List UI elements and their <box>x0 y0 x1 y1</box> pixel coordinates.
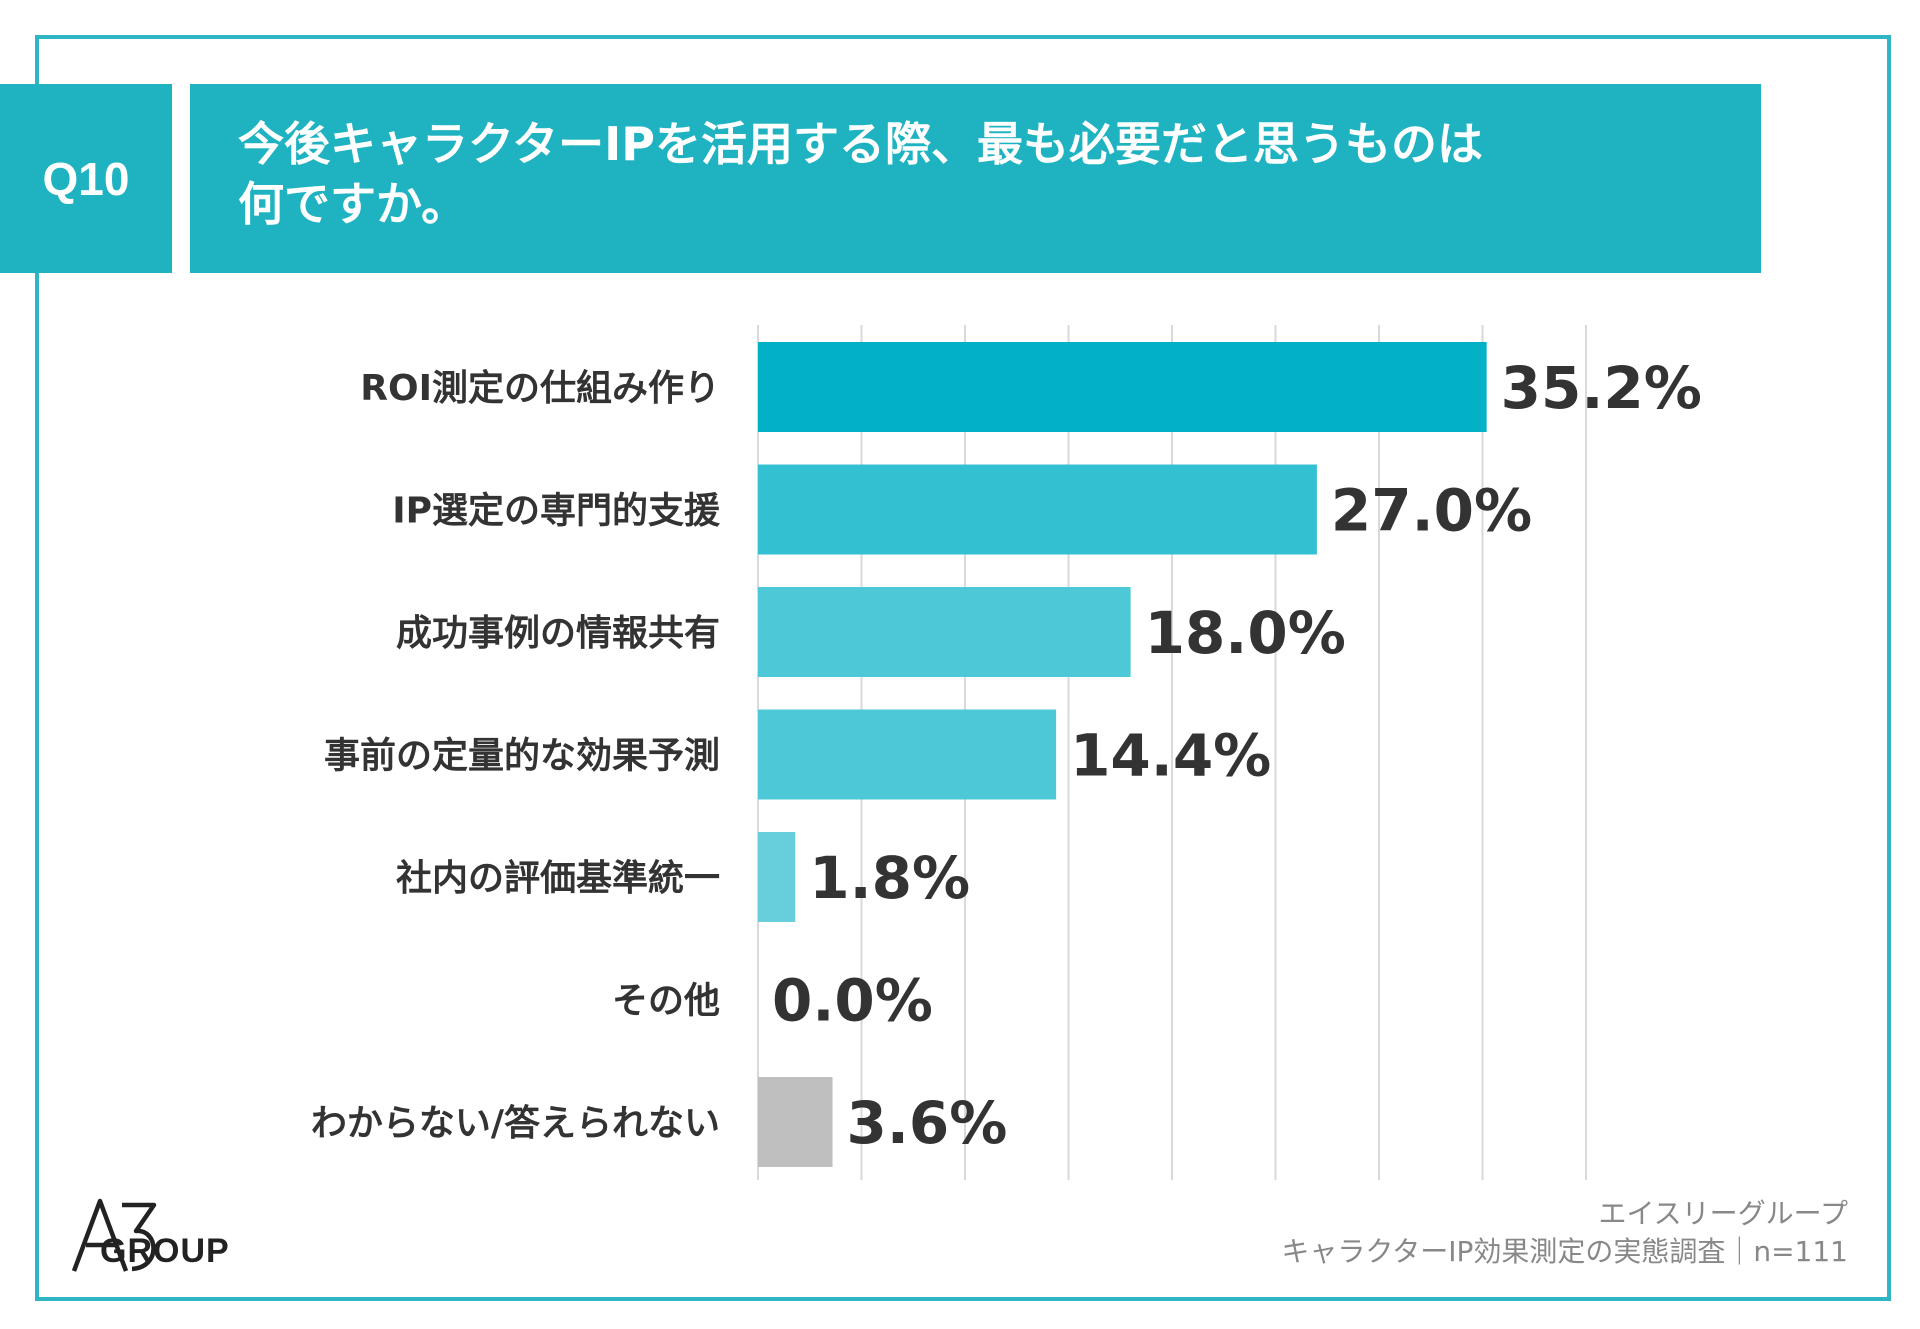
value-label: 18.0% <box>1145 599 1346 667</box>
source-survey: キャラクターIP効果測定の実態調査｜n=111 <box>1281 1235 1848 1268</box>
logo-group-text: GROUP <box>100 1232 230 1270</box>
question-number: Q10 <box>42 152 130 205</box>
value-label: 3.6% <box>847 1089 1008 1157</box>
value-label: 14.4% <box>1070 722 1271 790</box>
value-label: 1.8% <box>809 844 970 912</box>
value-label: 0.0% <box>772 967 933 1035</box>
chart-category-labels: ROI測定の仕組み作り IP選定の専門的支援成功事例の情報共有事前の定量的な効果予… <box>311 368 721 1144</box>
question-banner: 今後キャラクターIPを活用する際、最も必要だと思うものは 何ですか。 <box>190 84 1761 273</box>
value-label: 35.2% <box>1501 354 1702 422</box>
bar-6 <box>758 1077 833 1167</box>
value-label: 27.0% <box>1331 477 1532 545</box>
question-text: 今後キャラクターIPを活用する際、最も必要だと思うものは 何ですか。 <box>238 117 1483 231</box>
bar-3 <box>758 709 1057 800</box>
source-credit: エイスリーグループ キャラクターIP効果測定の実態調査｜n=111 <box>1281 1195 1848 1271</box>
chart-bars <box>758 342 1487 1167</box>
category-label: 事前の定量的な効果予測 <box>324 736 720 777</box>
bar-0 <box>758 342 1487 432</box>
bar-2 <box>758 587 1131 677</box>
question-number-badge: Q10 <box>0 84 172 273</box>
source-company: エイスリーグループ <box>1598 1197 1848 1230</box>
bar-1 <box>758 464 1317 555</box>
category-label: その他 <box>612 981 720 1022</box>
outer-frame <box>35 35 1891 1301</box>
category-label: 成功事例の情報共有 <box>396 613 720 654</box>
a3-logo-icon <box>71 1198 157 1272</box>
category-label: わからない/答えられない <box>311 1103 720 1144</box>
bar-4 <box>758 832 796 922</box>
category-label: ROI測定の仕組み作り <box>360 368 720 409</box>
category-label: 社内の評価基準統一 <box>396 858 720 899</box>
chart-value-labels: 35.2% 27.0% 18.0% 14.4% 1.8% 0.0% 3.6% <box>772 354 1702 1157</box>
category-label: IP選定の専門的支援 <box>392 491 721 532</box>
